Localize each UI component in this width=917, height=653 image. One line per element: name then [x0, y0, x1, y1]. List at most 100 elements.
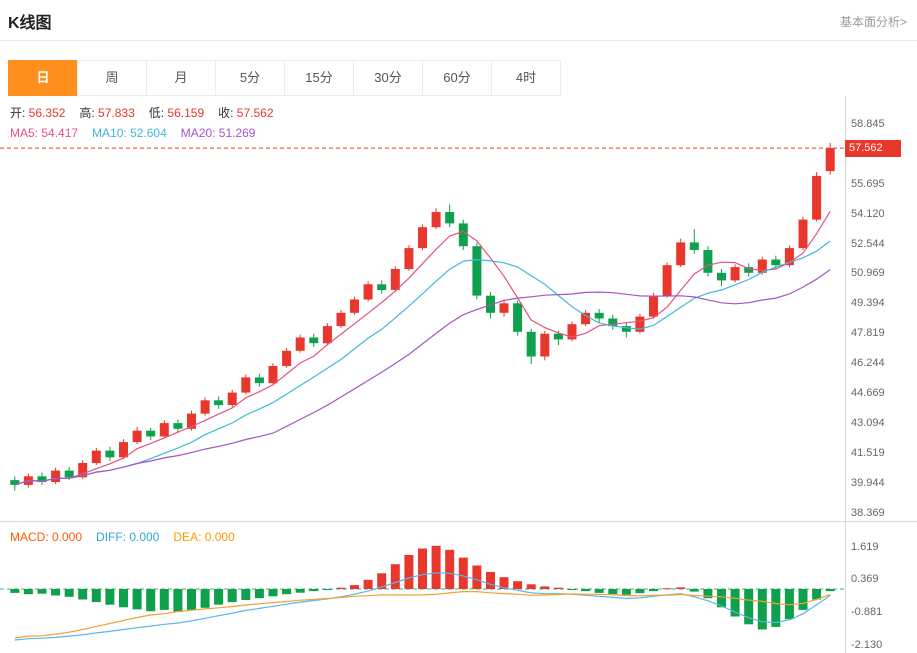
- macd-bar: [567, 589, 577, 590]
- main-chart-svg[interactable]: [0, 96, 845, 521]
- price-axis-label: 50.969: [851, 267, 885, 280]
- macd-bar: [23, 589, 33, 595]
- candle: [322, 323, 332, 346]
- dea-readout: DEA: 0.000: [173, 530, 235, 544]
- macd-bar: [51, 589, 61, 596]
- macd-bar: [784, 589, 794, 620]
- candle: [91, 447, 101, 465]
- macd-bar: [540, 586, 550, 589]
- macd-bar: [377, 573, 387, 589]
- macd-axis-label: 1.619: [851, 540, 879, 553]
- candle: [717, 269, 726, 287]
- candle: [594, 309, 604, 323]
- macd-bar: [227, 589, 237, 603]
- candle: [214, 396, 224, 409]
- macd-axis-label: -0.881: [851, 606, 883, 618]
- macd-bar: [309, 589, 319, 592]
- tab-15min[interactable]: 15分: [284, 60, 354, 96]
- macd-bar: [241, 589, 251, 600]
- candle: [730, 264, 740, 283]
- tab-4hour[interactable]: 4时: [491, 60, 561, 96]
- ma10-readout: MA10: 52.604: [92, 126, 167, 140]
- candle: [798, 216, 808, 250]
- price-axis-label: 58.845: [851, 117, 885, 130]
- macd-bar: [282, 589, 292, 595]
- open-readout: 开: 56.352: [10, 106, 66, 120]
- candle: [404, 245, 414, 271]
- tab-60min[interactable]: 60分: [422, 60, 492, 96]
- price-axis-label: 41.519: [851, 447, 885, 460]
- macd-bar: [363, 579, 373, 589]
- candle: [676, 238, 686, 268]
- price-axis: 58.84557.27055.69554.12052.54450.96949.3…: [851, 96, 917, 653]
- macd-bar: [486, 572, 495, 589]
- macd-bar: [662, 588, 672, 590]
- macd-bar: [825, 589, 835, 592]
- price-axis-label: 52.544: [851, 237, 885, 250]
- candle: [513, 300, 523, 336]
- candle: [744, 263, 754, 277]
- macd-bar: [445, 549, 455, 589]
- macd-bar: [10, 589, 20, 593]
- macd-bar: [458, 557, 468, 589]
- macd-bar: [322, 589, 332, 590]
- macd-axis-label: 0.369: [851, 573, 879, 586]
- close-readout: 收: 57.562: [218, 106, 274, 120]
- candle: [268, 363, 278, 385]
- macd-bar: [717, 589, 726, 608]
- candle: [241, 374, 251, 395]
- candle: [458, 219, 468, 250]
- candle: [445, 204, 455, 228]
- candle: [187, 410, 196, 431]
- candle: [200, 397, 210, 416]
- ma20-line: [14, 269, 831, 486]
- macd-bar: [649, 589, 658, 592]
- tab-day[interactable]: 日: [8, 60, 78, 96]
- macd-bar: [771, 589, 781, 627]
- macd-bar: [581, 589, 591, 592]
- fundamental-analysis-link[interactable]: 基本面分析>: [839, 14, 907, 29]
- candle: [336, 309, 346, 328]
- candle: [282, 348, 292, 368]
- macd-bar: [798, 589, 808, 610]
- macd-bar: [37, 589, 47, 594]
- candle: [662, 262, 672, 298]
- macd-bar: [119, 589, 128, 608]
- macd-bar: [703, 589, 713, 599]
- tab-week[interactable]: 周: [77, 60, 147, 96]
- candle: [295, 334, 305, 353]
- candle: [119, 439, 128, 460]
- macd-bar: [78, 589, 88, 600]
- tab-30min[interactable]: 30分: [353, 60, 423, 96]
- candle: [173, 419, 183, 433]
- price-axis-label: 55.695: [851, 177, 885, 190]
- candle: [37, 472, 47, 485]
- candle: [350, 296, 359, 315]
- price-axis-label: 38.369: [851, 507, 885, 519]
- price-axis-label: 39.944: [851, 477, 885, 490]
- tab-month[interactable]: 月: [146, 60, 216, 96]
- candle: [784, 245, 794, 268]
- candle: [567, 321, 577, 342]
- candle: [431, 208, 441, 230]
- diff-line: [14, 572, 831, 641]
- macd-chart-svg[interactable]: [0, 521, 845, 653]
- macd-bar: [187, 589, 196, 611]
- macd-bar: [404, 555, 414, 589]
- candle: [540, 330, 550, 361]
- candle: [363, 281, 373, 302]
- tab-5min[interactable]: 5分: [215, 60, 285, 96]
- macd-bar: [526, 584, 536, 589]
- macd-bar: [757, 589, 767, 630]
- chart-area: 58.84557.27055.69554.12052.54450.96949.3…: [0, 96, 917, 653]
- high-readout: 高: 57.833: [79, 106, 135, 120]
- ma10-line: [14, 240, 831, 486]
- macd-bar: [336, 587, 346, 589]
- ma5-readout: MA5: 54.417: [10, 126, 79, 140]
- price-axis-label: 47.819: [851, 327, 885, 340]
- candle: [472, 242, 482, 300]
- macd-bar: [744, 589, 754, 625]
- macd-bar: [499, 577, 509, 589]
- price-axis-label: 46.244: [851, 357, 885, 370]
- dea-line: [14, 590, 831, 639]
